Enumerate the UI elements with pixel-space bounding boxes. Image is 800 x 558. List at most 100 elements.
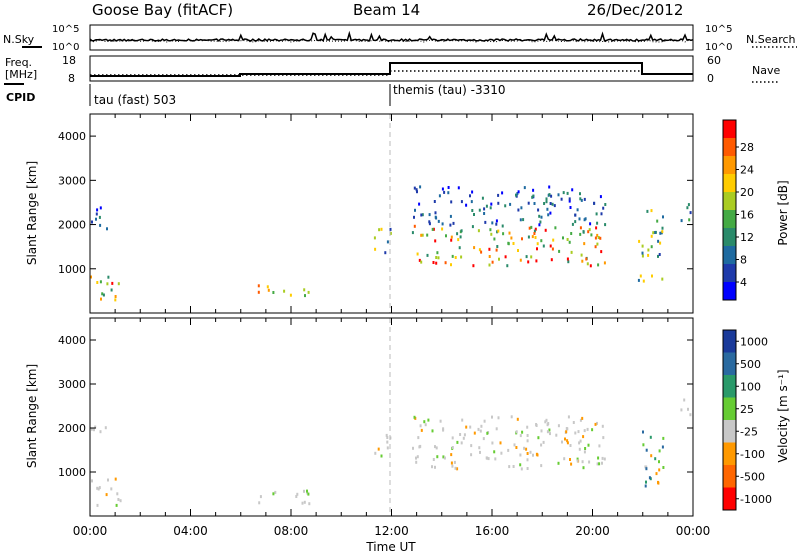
echo-cell [557, 424, 560, 428]
echo-cell [117, 282, 120, 286]
echo-cell [550, 194, 553, 198]
echo-cell [442, 455, 445, 459]
echo-cell [571, 222, 574, 226]
echo-cell [442, 427, 445, 431]
echo-cell [601, 424, 604, 428]
colorbar-tick-label: 500 [740, 358, 761, 371]
echo-cell [595, 226, 598, 230]
echo-cell [544, 420, 547, 424]
echo-cell [267, 288, 270, 292]
echo-cell [94, 425, 97, 429]
echo-cell [534, 236, 537, 239]
echo-cell [436, 251, 439, 255]
y-tick-label: 4000 [58, 334, 86, 347]
echo-cell [530, 255, 533, 259]
echo-cell [373, 236, 376, 240]
echo-cell [566, 439, 569, 443]
colorbar-swatch [723, 375, 736, 398]
echo-cell [655, 472, 658, 476]
echo-cell [389, 231, 392, 235]
echo-cell [450, 235, 453, 239]
echo-cell [658, 460, 660, 464]
echo-cell [645, 467, 648, 471]
echo-cell [96, 281, 99, 284]
echo-cell [536, 242, 539, 246]
echo-cell [117, 498, 120, 501]
freq-tick-bottom: 8 [68, 72, 75, 85]
echo-cell [423, 420, 426, 424]
nsky-tick-bottom: 10^0 [52, 42, 79, 53]
echo-cell [495, 248, 498, 252]
freq-trace [90, 62, 693, 77]
echo-cell [502, 232, 505, 236]
echo-cell [568, 240, 571, 244]
echo-cell [516, 192, 519, 195]
echo-cell [654, 457, 657, 461]
echo-cell [266, 285, 269, 289]
echo-cell [648, 476, 651, 480]
nsky-tick-top: 10^5 [52, 24, 79, 35]
echo-cell [641, 251, 644, 255]
echo-cell [600, 212, 603, 216]
echo-cell [418, 202, 421, 206]
echo-cell [647, 253, 650, 257]
echo-cell [489, 228, 492, 232]
echo-cell [469, 194, 471, 198]
echo-cell [540, 464, 543, 468]
echo-cell [527, 260, 530, 264]
echo-cell [588, 228, 591, 232]
echo-cell [412, 446, 414, 450]
echo-cell [687, 203, 690, 207]
echo-cell [540, 215, 543, 219]
echo-cell [303, 288, 306, 292]
echo-cell [99, 280, 102, 284]
echo-cell [517, 208, 520, 212]
echo-cell [91, 220, 93, 224]
echo-cell [680, 408, 683, 412]
echo-cell [435, 261, 438, 265]
echo-cell [596, 233, 599, 237]
echo-cell [493, 237, 496, 241]
echo-cell [274, 490, 277, 494]
echo-cell [657, 481, 660, 485]
echo-cell [661, 277, 664, 281]
echo-cell [386, 440, 389, 444]
echo-cell [441, 227, 444, 231]
echo-cell [649, 435, 652, 439]
nsearch-trace [89, 39, 694, 43]
echo-cell [510, 236, 513, 240]
echo-cell [580, 253, 583, 257]
echo-cell [646, 209, 649, 213]
echo-cell [115, 503, 118, 507]
echo-cell [527, 201, 530, 205]
echo-cell [532, 188, 535, 192]
echo-cell [578, 441, 581, 445]
echo-cell [581, 416, 584, 420]
echo-cell [557, 193, 560, 197]
colorbar-swatch [723, 397, 736, 421]
echo-cell [480, 250, 483, 254]
cpid-label: CPID [6, 91, 35, 104]
echo-cell [259, 495, 262, 499]
colorbar-swatch [723, 330, 736, 353]
y-tick-label: 2000 [58, 422, 86, 435]
echo-cell [526, 434, 529, 437]
echo-cell [477, 427, 480, 431]
echo-cell [420, 428, 423, 432]
echo-cell [596, 462, 599, 466]
echo-cell [443, 190, 446, 194]
echo-cell [520, 206, 523, 210]
echo-cell [415, 460, 418, 464]
echo-cell [431, 465, 433, 469]
echo-cell [583, 197, 586, 201]
echo-cell [450, 238, 453, 242]
echo-cell [601, 461, 603, 465]
echo-cell [535, 259, 538, 263]
power-colorbar: 28 24 20 16 12 8 4 [722, 119, 754, 301]
echo-cell [579, 439, 582, 443]
echo-cell [578, 447, 581, 451]
echo-cell [283, 289, 286, 293]
colorbar-tick-label: 28 [740, 141, 754, 154]
echo-cell [93, 428, 95, 432]
echo-cell [552, 238, 555, 242]
